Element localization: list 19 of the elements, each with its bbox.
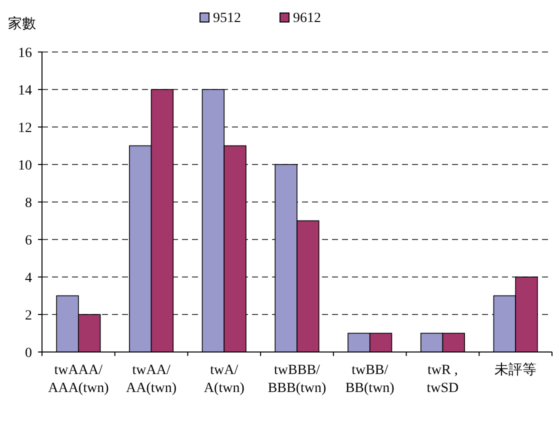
x-tick-label: twBB/ BB(twn) [345,363,395,396]
y-tick-label: 2 [25,308,32,324]
y-axis-title: 家數 [8,16,36,32]
x-tick-label: twA/ A(twn) [204,363,245,396]
y-tick-label: 14 [18,84,32,98]
x-tick-label: twAA/ AA(twn) [126,363,177,396]
y-tick-label: 16 [18,46,32,61]
x-tick-label: twR , twSD [426,363,459,396]
y-tick-label: 0 [25,346,32,361]
y-tick-label: 6 [25,234,32,248]
y-tick-label: 4 [25,271,32,286]
x-tick-label: 未評等 [494,362,537,378]
y-tick-label: 12 [18,121,32,136]
x-tick-label: twAAA/ AAA(twn) [48,363,110,396]
legend-label: 9612 [293,11,321,26]
x-tick-label: twBBB/ BBB(twn) [268,363,327,396]
legend-label: 9512 [213,11,241,26]
y-tick-label: 10 [18,158,32,174]
y-tick-label: 8 [25,196,32,211]
